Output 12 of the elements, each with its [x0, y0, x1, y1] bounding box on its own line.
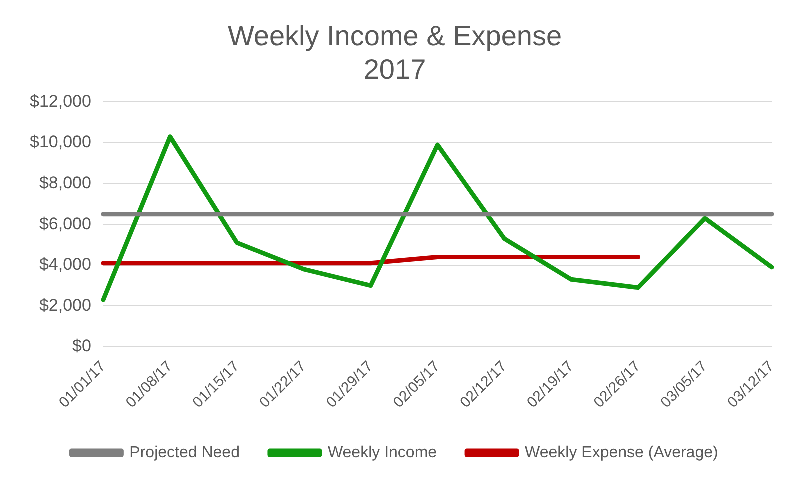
legend-label: Weekly Income: [328, 444, 438, 462]
y-tick-label: $10,000: [30, 132, 92, 152]
legend-label: Weekly Expense (Average): [525, 444, 718, 462]
y-tick-label: $4,000: [39, 255, 92, 274]
chart-title: Weekly Income & Expense: [228, 20, 562, 52]
chart-subtitle: 2017: [364, 54, 426, 86]
y-tick-label: $2,000: [39, 296, 92, 315]
y-tick-label: $6,000: [39, 214, 92, 234]
legend-label: Projected Need: [130, 444, 240, 462]
y-tick-label: $12,000: [30, 92, 92, 111]
y-tick-label: $8,000: [39, 173, 92, 192]
y-tick-label: $0: [72, 336, 92, 356]
